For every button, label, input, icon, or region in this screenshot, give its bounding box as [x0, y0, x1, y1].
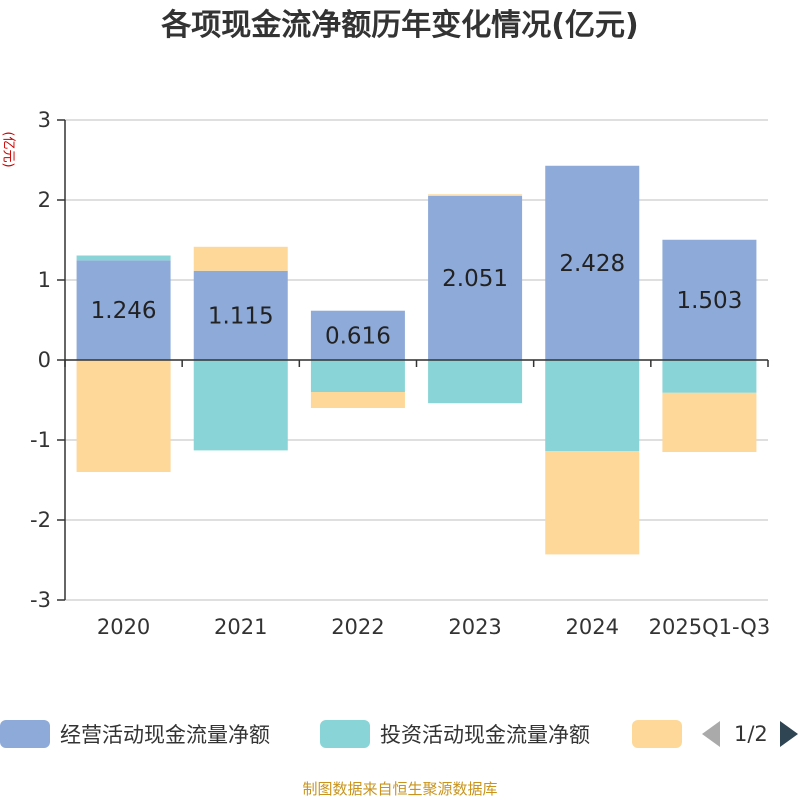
stacked-bar-chart: -3 -2 -1 0 1 2 3 1.246 1.115 0.616 2.051 2.428 1.503…	[30, 108, 771, 639]
x-category-label: 2020	[97, 615, 150, 639]
legend-item-operating[interactable]: 经营活动现金流量净额	[0, 716, 270, 752]
bar-operating-2020	[76, 260, 171, 360]
y-tick-label: 0	[38, 348, 51, 372]
data-label: 1.115	[208, 303, 274, 329]
x-category-label: 2024	[566, 615, 619, 639]
bar-operating-2023	[428, 195, 523, 360]
bar-investing-2023	[428, 360, 523, 404]
data-label: 1.503	[676, 288, 742, 314]
bar-investing-2022	[310, 360, 405, 392]
bar-financing-2025Q1-Q3	[662, 392, 757, 452]
legend-next-arrow-icon[interactable]	[779, 721, 798, 747]
legend-prev-arrow-icon[interactable]	[702, 721, 720, 747]
bar-operating-2024	[545, 165, 640, 360]
y-tick-label: 1	[38, 268, 51, 292]
x-category-label: 2023	[448, 615, 501, 639]
legend-label-operating: 经营活动现金流量净额	[60, 723, 270, 747]
chart-title: 各项现金流净额历年变化情况(亿元)	[161, 8, 639, 43]
data-label: 2.051	[442, 266, 508, 292]
bar-operating-2022	[310, 310, 405, 360]
y-tick-label: 2	[38, 188, 51, 212]
legend-pager: 1/2	[700, 716, 800, 752]
legend-item-investing[interactable]: 投资活动现金流量净额	[320, 716, 590, 752]
bar-investing-2021	[193, 360, 288, 451]
legend-swatch-financing	[632, 720, 682, 748]
data-label: 2.428	[559, 251, 625, 277]
legend-page-indicator: 1/2	[734, 722, 768, 746]
legend-label-investing: 投资活动现金流量净额	[380, 723, 590, 747]
y-tick-label: -3	[30, 588, 51, 612]
bar-investing-2025Q1-Q3	[662, 360, 757, 393]
data-label: 1.246	[91, 298, 157, 324]
bar-financing-2023	[428, 194, 523, 196]
y-tick-label: 3	[38, 108, 51, 132]
bar-investing-2024	[545, 360, 640, 452]
data-source-note: 制图数据来自恒生聚源数据库	[302, 780, 498, 798]
x-category-label: 2022	[331, 615, 384, 639]
y-tick-label: -2	[30, 508, 51, 532]
bar-financing-2022	[310, 392, 405, 408]
legend-item-financing[interactable]	[632, 716, 692, 752]
x-category-label: 2021	[214, 615, 267, 639]
bar-operating-2025Q1-Q3	[662, 239, 757, 360]
bar-investing-2020	[76, 255, 171, 261]
legend: 经营活动现金流量净额 投资活动现金流量净额	[0, 716, 800, 752]
bar-financing-2024	[545, 451, 640, 555]
y-tick-label: -1	[30, 428, 51, 452]
x-category-label: 2025Q1-Q3	[649, 615, 771, 639]
legend-swatch-investing	[320, 720, 370, 748]
bar-financing-2021	[193, 246, 288, 271]
data-label: 0.616	[325, 323, 391, 349]
legend-swatch-operating	[0, 720, 50, 748]
bar-financing-2020	[76, 360, 171, 472]
bar-operating-2021	[193, 270, 288, 360]
